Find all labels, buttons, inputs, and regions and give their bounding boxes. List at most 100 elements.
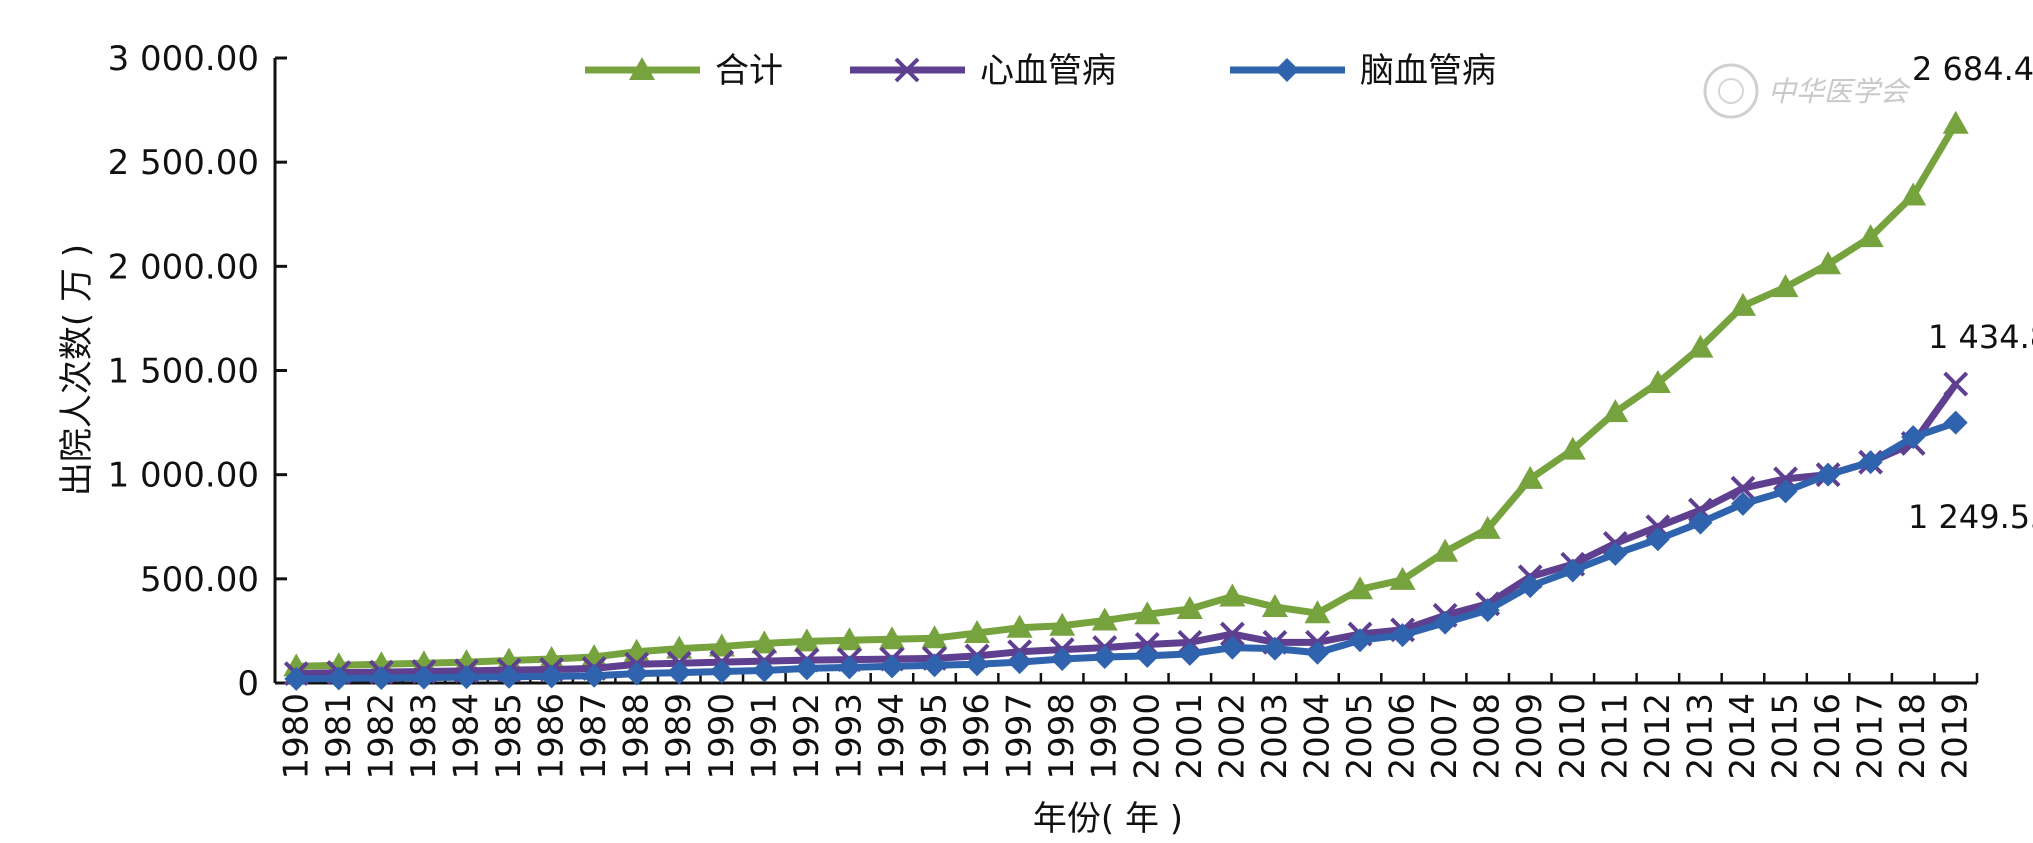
x-tick-label: 2016 [1808,693,1848,780]
data-point-cerebro [1901,425,1926,450]
data-point-cerebro [1135,643,1160,668]
data-point-cerebro [709,659,734,684]
x-tick-label: 2014 [1723,693,1763,780]
data-point-total [1347,576,1374,600]
x-tick-label: 2005 [1340,693,1380,780]
data-point-cerebro [1603,541,1628,566]
x-tick-label: 1992 [787,693,827,780]
data-point-cerebro [326,666,351,691]
y-tick-label: 3 000.00 [108,39,259,79]
x-tick-label: 1981 [319,693,359,780]
data-point-total [1900,182,1927,206]
y-tick-label: 2 500.00 [108,143,259,183]
data-point-total [1219,583,1246,607]
data-point-cerebro [1092,644,1117,669]
data-point-total [368,651,395,675]
legend: 合计 心血管病 脑血管病 [585,51,1496,91]
x-tick-label: 1991 [744,693,784,780]
data-point-cerebro [1177,641,1202,666]
data-point-cerebro [1390,623,1415,648]
x-tick-label: 2006 [1383,693,1423,780]
x-tick-label: 1984 [446,693,486,780]
data-point-cerebro [667,660,692,685]
data-point-total [751,630,778,654]
data-point-cerebro [497,664,522,689]
data-point-total [878,626,905,650]
x-tick-label: 1989 [659,693,699,780]
legend-marker [894,57,920,83]
x-tick-label: 1994 [872,693,912,780]
data-point-cerebro [1262,636,1287,661]
data-point-total [1857,224,1884,248]
data-point-cerebro [1943,410,1968,435]
data-point-cerebro [1773,479,1798,504]
data-point-total [1389,566,1416,590]
watermark-text: 中华医学会 [1768,75,1911,108]
x-tick-label: 1982 [361,693,401,780]
annotation-cardio-2019: 1 434.88 [1928,318,2033,356]
watermark-seal-icon [1703,63,1759,119]
x-tick-label: 2019 [1936,693,1976,780]
data-point-total [1729,292,1756,316]
x-tick-label: 2010 [1553,693,1593,780]
data-point-cerebro [1518,574,1543,599]
x-tick-label: 2018 [1893,693,1933,780]
data-point-total [836,627,863,651]
x-tick-label: 1980 [276,693,316,780]
series-line-total [296,121,1959,670]
data-point-cerebro [1645,527,1670,552]
data-point-total [1602,399,1629,423]
legend-label: 合计 [715,51,783,91]
data-point-cardio [1730,475,1756,501]
data-point-cerebro [1433,610,1458,635]
data-point-total [708,633,735,657]
legend-item-cardio: 心血管病 [850,51,1116,91]
x-tick-label: 2017 [1851,693,1891,780]
x-tick-label: 1986 [532,693,572,780]
data-point-total [1176,596,1203,620]
data-point-total [1559,436,1586,460]
data-point-total [1432,538,1459,562]
data-point-cerebro [1730,491,1755,516]
data-point-total [1815,251,1842,275]
data-point-cerebro [1816,462,1841,487]
data-point-total [1942,110,1969,134]
x-tick-label: 2011 [1595,693,1635,780]
x-tick-label: 2008 [1468,693,1508,780]
series-cerebro [284,410,1968,691]
data-point-total [1261,593,1288,617]
data-point-total [1644,370,1671,393]
x-tick-label: 1985 [489,693,529,780]
data-point-cerebro [454,665,479,690]
x-tick-label: 1997 [1000,693,1040,780]
x-tick-label: 2001 [1170,693,1210,780]
data-point-cerebro [922,653,947,678]
data-point-cerebro [837,655,862,680]
data-point-cerebro [1688,510,1713,535]
data-point-total [1049,612,1076,636]
data-point-total [1474,515,1501,539]
data-point-total [964,620,991,643]
x-tick-label: 1999 [1085,693,1125,780]
data-point-cerebro [1220,635,1245,660]
data-point-cerebro [284,666,309,691]
data-point-cardio [1219,621,1245,647]
x-tick-label: 1993 [829,693,869,780]
data-point-total [1687,334,1714,358]
data-point-cerebro [411,665,436,690]
legend-label: 脑血管病 [1360,51,1496,91]
data-point-total [1304,600,1331,624]
data-point-cerebro [1050,647,1075,672]
y-tick-label: 2 000.00 [108,247,259,287]
x-tick-label: 1983 [404,693,444,780]
y-tick-label: 1 500.00 [108,352,259,392]
x-tick-label: 1998 [1042,693,1082,780]
x-tick-label: 2000 [1127,693,1167,780]
x-tick-label: 1995 [915,693,955,780]
x-tick-label: 2002 [1212,693,1252,780]
series-cardio [283,371,1969,687]
data-point-total [666,635,693,659]
data-point-total [1006,614,1033,638]
x-tick-label: 2015 [1766,693,1806,780]
data-point-cerebro [1858,450,1883,475]
